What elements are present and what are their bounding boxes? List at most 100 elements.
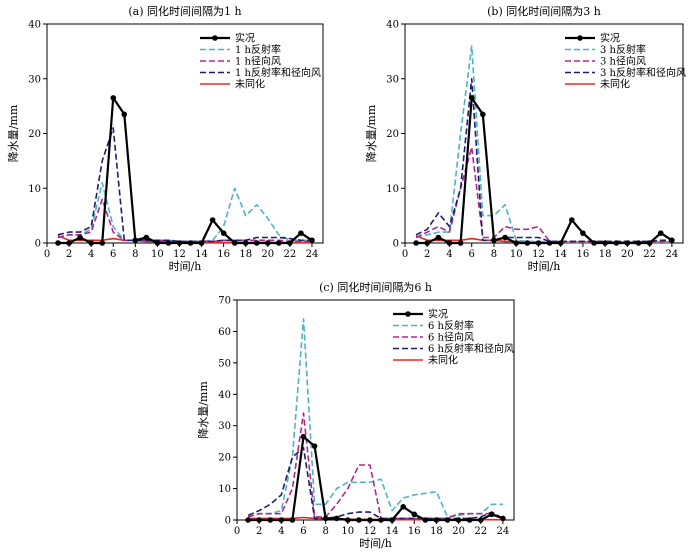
data-point — [245, 517, 251, 523]
x-tick-label: 6 — [300, 526, 306, 537]
data-point — [455, 517, 462, 523]
data-point — [569, 217, 575, 223]
data-point — [489, 511, 495, 518]
x-tick-label: 4 — [278, 526, 284, 537]
data-point — [267, 517, 274, 523]
y-axis-title: 降水量/mm — [6, 104, 20, 162]
series-line-obs — [58, 96, 313, 245]
data-point — [400, 504, 407, 510]
y-tick-label: 40 — [218, 390, 231, 401]
legend-label: 6 h反射率 — [428, 319, 474, 332]
y-tick-label: 0 — [393, 239, 399, 250]
series-line-obs — [416, 96, 673, 245]
data-point — [99, 240, 105, 246]
x-tick-label: 2 — [424, 249, 430, 260]
y-tick-label: 40 — [386, 20, 399, 31]
data-point — [309, 237, 315, 244]
data-point — [591, 240, 597, 246]
data-point — [413, 240, 419, 246]
data-point — [546, 240, 553, 246]
legend-label: 未同化 — [235, 78, 265, 91]
x-tick-label: 8 — [132, 249, 138, 260]
data-point — [300, 433, 307, 440]
x-tick-label: 14 — [386, 526, 399, 537]
data-point — [242, 240, 249, 246]
x-tick-label: 0 — [234, 526, 240, 537]
data-point — [298, 230, 304, 236]
legend-label: 6 h反射率和径向风 — [428, 342, 514, 355]
chart-title: (c) 同化时间间隔为6 h — [319, 280, 432, 294]
y-tick-label: 20 — [386, 129, 399, 140]
data-point — [367, 517, 373, 523]
series-line-refl — [247, 318, 503, 518]
chart-title: (b) 同化时间间隔为3 h — [487, 4, 601, 18]
data-point — [389, 517, 395, 523]
data-point — [110, 95, 117, 101]
data-point — [66, 240, 72, 246]
legend-label: 6 h径向风 — [428, 331, 474, 344]
data-point — [132, 237, 139, 244]
data-point — [477, 517, 484, 523]
x-tick-label: 22 — [643, 249, 656, 260]
data-point — [187, 240, 194, 246]
y-tick-label: 20 — [218, 453, 231, 464]
x-tick-label: 4 — [446, 249, 452, 260]
data-point — [231, 240, 238, 246]
x-axis-title: 时间/h — [169, 260, 202, 273]
y-axis-title: 降水量/mm — [364, 104, 378, 162]
data-point — [657, 230, 664, 236]
data-point — [278, 517, 285, 523]
data-point — [176, 240, 183, 246]
data-point — [198, 240, 205, 246]
legend-marker — [577, 35, 583, 41]
y-tick-label: 10 — [28, 184, 41, 195]
data-point — [154, 240, 161, 246]
legend-label: 实况 — [428, 308, 448, 321]
chart-panel-2: (c) 同化时间间隔为6 h0 2 4 6 8 10 12 14 16 18 20 22 2401020… — [196, 280, 515, 550]
x-tick-label: 4 — [88, 249, 94, 260]
x-tick-label: 14 — [195, 249, 208, 260]
data-point — [411, 511, 418, 518]
series-line-both — [57, 127, 312, 243]
y-tick-label: 0 — [35, 239, 41, 250]
x-axis-title: 时间/h — [359, 537, 392, 550]
x-tick-label: 18 — [430, 526, 443, 537]
x-tick-label: 14 — [554, 249, 567, 260]
data-point — [345, 517, 351, 523]
legend-label: 实况 — [600, 32, 620, 45]
data-point — [446, 240, 453, 246]
x-tick-label: 10 — [341, 526, 354, 537]
data-point — [613, 240, 620, 246]
data-point — [55, 240, 61, 246]
data-point — [635, 240, 642, 246]
y-axis-title: 降水量/mm — [196, 381, 210, 439]
data-point — [165, 240, 172, 246]
x-tick-label: 0 — [44, 249, 50, 260]
data-point — [491, 237, 497, 244]
y-tick-label: 20 — [28, 129, 41, 140]
series-line-both — [415, 78, 672, 243]
y-tick-label: 30 — [386, 74, 399, 85]
x-axis-title: 时间/h — [528, 260, 561, 273]
x-tick-label: 18 — [239, 249, 252, 260]
y-tick-label: 10 — [386, 184, 399, 195]
data-point — [88, 240, 94, 246]
legend-marker — [212, 35, 218, 41]
x-tick-label: 12 — [532, 249, 545, 260]
data-point — [333, 515, 340, 522]
data-point — [580, 230, 586, 236]
x-tick-label: 24 — [306, 249, 319, 260]
data-point — [209, 217, 216, 223]
data-point — [444, 517, 451, 523]
legend-label: 未同化 — [428, 354, 458, 367]
data-point — [378, 517, 384, 523]
legend-label: 3 h反射率 — [600, 43, 646, 56]
data-point — [311, 443, 318, 449]
data-point — [121, 111, 128, 118]
x-tick-label: 2 — [256, 526, 262, 537]
data-point — [287, 240, 293, 246]
data-point — [513, 240, 519, 246]
data-point — [500, 515, 506, 522]
legend-label: 1 h径向风 — [235, 55, 281, 68]
series-line-refl — [57, 182, 312, 243]
